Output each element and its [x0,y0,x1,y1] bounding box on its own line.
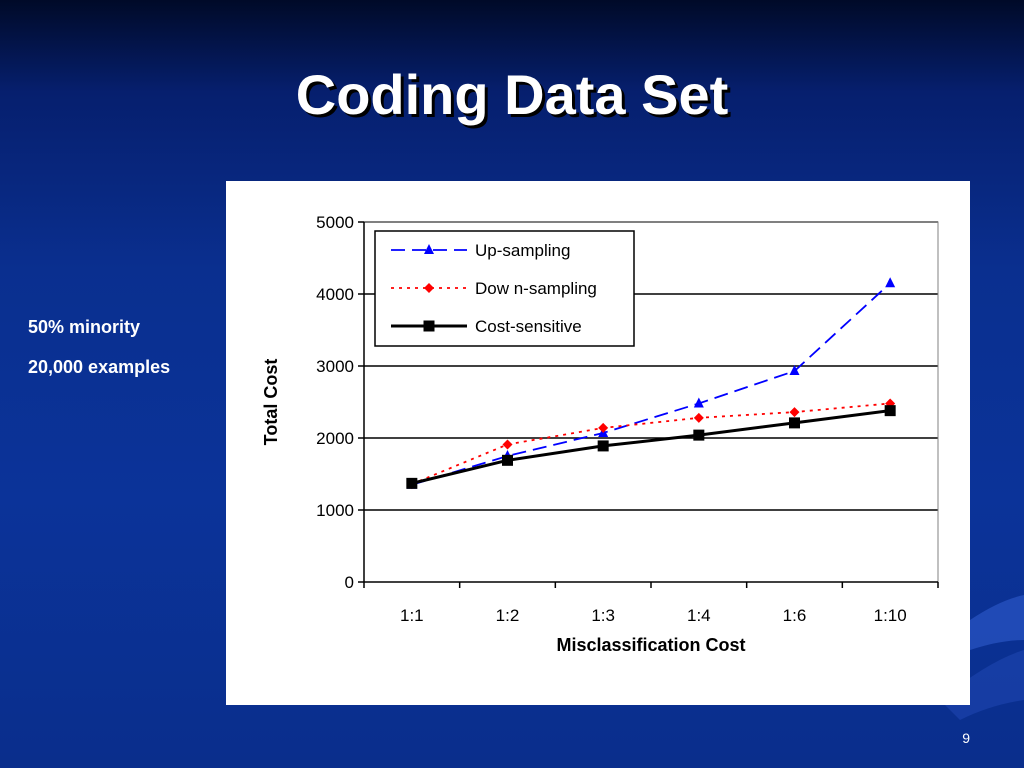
series-line [411,282,891,486]
data-point-marker [789,407,800,418]
data-point-marker [693,429,705,441]
y-tick-label: 3000 [316,357,354,376]
x-tick-label: 1:1 [400,606,424,625]
y-axis-title: Total Cost [261,359,281,446]
x-tick-label: 1:4 [687,606,711,625]
y-tick-label: 2000 [316,429,354,448]
data-point-marker [597,440,609,452]
legend-label: Dow n-sampling [475,279,597,298]
series-dow-n-sampling [406,398,896,490]
y-tick-label: 4000 [316,285,354,304]
line-chart: 0 1000 2000 3000 4000 5000 1:1 1:2 1:3 1:4 1:6 1:10… [261,213,939,655]
page-number: 9 [962,730,970,746]
legend-label: Cost-sensitive [475,317,582,336]
series-cost-sensitive [406,405,896,489]
data-point-marker [789,417,800,429]
data-point-marker [884,405,896,417]
data-point-marker [424,283,434,293]
note-examples: 20,000 examples [28,357,171,377]
y-tick-label: 5000 [316,213,354,232]
slide-title: Coding Data Set [295,63,729,126]
series-line [411,409,891,485]
axes: 0 1000 2000 3000 4000 5000 1:1 1:2 1:3 1:4 1:6 1:10 [316,213,939,625]
x-tick-label: 1:2 [496,606,520,625]
y-tick-label: 0 [345,573,354,592]
data-point-marker [502,454,513,466]
legend: Up-sampling Dow n-sampling Cost-sensitive [374,230,635,347]
x-tick-label: 1:6 [783,606,807,625]
data-point-marker [885,277,896,288]
chart-panel: 0 1000 2000 3000 4000 5000 1:1 1:2 1:3 1:4 1:6 1:10… [226,181,970,705]
data-point-marker [789,365,800,376]
series [406,277,896,490]
y-tick-label: 1000 [316,501,354,520]
legend-label: Up-sampling [475,241,570,260]
data-point-marker [693,412,704,423]
legend-entry: Cost-sensitive [391,317,582,336]
data-point-marker [424,244,434,254]
legend-entry: Dow n-sampling [391,279,597,298]
data-point-marker [598,422,609,433]
side-notes: 50% minority 20,000 examples [28,315,170,395]
x-axis-title: Misclassification Cost [556,635,745,655]
legend-entry: Up-sampling [391,241,570,260]
data-point-marker [502,439,513,450]
series-line [411,402,891,485]
data-point-marker [423,320,435,332]
note-minority: 50% minority [28,317,141,337]
data-point-marker [406,477,418,489]
x-tick-label: 1:3 [591,606,615,625]
x-tick-label: 1:10 [874,606,907,625]
data-point-marker [693,397,704,408]
